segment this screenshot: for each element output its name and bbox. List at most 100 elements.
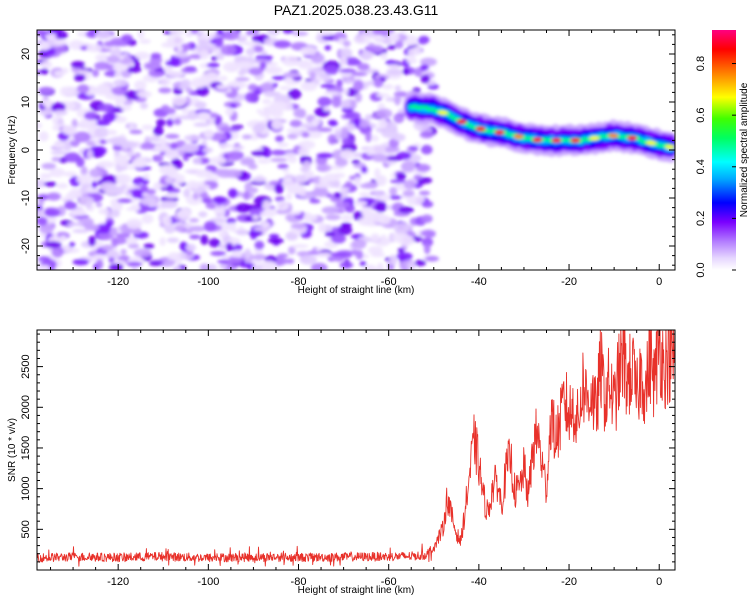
noise-blob bbox=[210, 250, 227, 257]
noise-blob bbox=[359, 260, 367, 267]
noise-blob bbox=[351, 159, 361, 164]
noise-blob bbox=[252, 254, 267, 261]
noise-blob bbox=[346, 79, 353, 85]
noise-blob bbox=[203, 129, 215, 139]
noise-blob bbox=[199, 263, 210, 270]
noise-blob bbox=[59, 235, 67, 242]
noise-blob bbox=[261, 50, 268, 56]
noise-blob bbox=[309, 71, 316, 82]
noise-blob bbox=[394, 85, 402, 92]
x-tick-label: -60 bbox=[381, 576, 397, 588]
noise-blob bbox=[77, 84, 90, 94]
noise-blob bbox=[300, 123, 315, 129]
noise-blob bbox=[227, 222, 237, 228]
noise-blob bbox=[117, 198, 133, 203]
noise-blob bbox=[140, 197, 157, 206]
noise-blob bbox=[80, 165, 88, 177]
noise-blob bbox=[219, 75, 228, 82]
noise-blob bbox=[193, 122, 211, 127]
noise-blob bbox=[231, 250, 243, 259]
noise-blob bbox=[113, 79, 128, 87]
noise-blob bbox=[282, 177, 295, 189]
noise-blob bbox=[333, 192, 342, 199]
snr-x-axis-label: Height of straight line (km) bbox=[298, 585, 415, 596]
noise-blob bbox=[267, 30, 281, 36]
noise-blob bbox=[420, 74, 430, 84]
noise-blob bbox=[103, 40, 116, 47]
noise-blob bbox=[316, 163, 332, 172]
noise-blob bbox=[290, 223, 307, 229]
noise-blob bbox=[421, 214, 433, 223]
noise-blob bbox=[304, 214, 318, 222]
noise-blob bbox=[63, 247, 80, 254]
noise-blob bbox=[126, 66, 142, 73]
noise-blob bbox=[159, 76, 172, 87]
y-tick-label: 2500 bbox=[20, 354, 32, 378]
noise-blob bbox=[389, 254, 398, 266]
y-tick-label: 20 bbox=[20, 48, 32, 60]
noise-blob bbox=[396, 151, 412, 160]
noise-blob bbox=[254, 240, 265, 250]
noise-blob bbox=[40, 68, 49, 75]
signal-peak bbox=[494, 129, 505, 135]
noise-blob bbox=[253, 45, 264, 53]
noise-blob bbox=[423, 243, 431, 255]
noise-blob bbox=[133, 248, 152, 258]
noise-blob bbox=[321, 206, 339, 214]
noise-blob bbox=[205, 202, 216, 209]
noise-blob bbox=[84, 111, 98, 121]
noise-blob bbox=[340, 126, 349, 138]
noise-blob bbox=[153, 145, 171, 152]
noise-blob bbox=[385, 59, 397, 65]
noise-blob bbox=[376, 175, 387, 186]
noise-blob bbox=[210, 132, 228, 142]
noise-blob bbox=[126, 261, 143, 267]
noise-blob bbox=[159, 237, 166, 246]
noise-blob bbox=[192, 157, 202, 165]
noise-blob bbox=[218, 243, 227, 250]
noise-blob bbox=[72, 258, 90, 266]
noise-blob bbox=[37, 193, 50, 201]
noise-blob bbox=[399, 30, 408, 33]
noise-blob bbox=[274, 196, 285, 202]
noise-blob bbox=[94, 61, 111, 71]
noise-blob bbox=[298, 140, 316, 150]
noise-blob bbox=[113, 156, 129, 165]
signal-peak bbox=[532, 137, 543, 143]
noise-blob bbox=[53, 142, 66, 149]
noise-blob bbox=[344, 113, 356, 118]
noise-blob bbox=[139, 38, 151, 44]
signal-peak bbox=[646, 140, 657, 146]
noise-blob bbox=[229, 103, 237, 109]
noise-blob bbox=[417, 36, 429, 45]
noise-blob bbox=[352, 80, 364, 92]
noise-blob bbox=[291, 31, 309, 36]
noise-blob bbox=[148, 261, 163, 266]
noise-blob bbox=[75, 157, 85, 168]
noise-blob bbox=[300, 46, 317, 56]
y-tick-label: 2000 bbox=[20, 395, 32, 419]
noise-blob bbox=[357, 63, 370, 71]
noise-blob bbox=[420, 144, 433, 155]
noise-blob bbox=[176, 209, 191, 219]
noise-blob bbox=[413, 174, 423, 181]
snr-axes: -120 -100 -80 -60 -40 -20 0 500 1000 1500 2000 2500 bbox=[20, 330, 675, 588]
noise-blob bbox=[50, 150, 67, 155]
noise-blob bbox=[244, 248, 252, 260]
noise-blob bbox=[225, 242, 234, 252]
noise-blob bbox=[274, 183, 284, 194]
noise-blob bbox=[150, 52, 162, 60]
noise-blob bbox=[179, 241, 187, 251]
noise-blob bbox=[76, 174, 93, 185]
noise-blob bbox=[225, 107, 234, 117]
noise-blob bbox=[220, 44, 236, 56]
noise-blob bbox=[86, 149, 94, 160]
noise-blob bbox=[296, 108, 307, 119]
noise-blob bbox=[368, 45, 384, 53]
noise-blob bbox=[237, 33, 247, 40]
noise-blob bbox=[376, 262, 384, 270]
signal-peak bbox=[437, 110, 448, 116]
colorbar-gradient bbox=[712, 30, 736, 270]
noise-blob bbox=[230, 82, 249, 88]
noise-blob bbox=[105, 250, 121, 260]
